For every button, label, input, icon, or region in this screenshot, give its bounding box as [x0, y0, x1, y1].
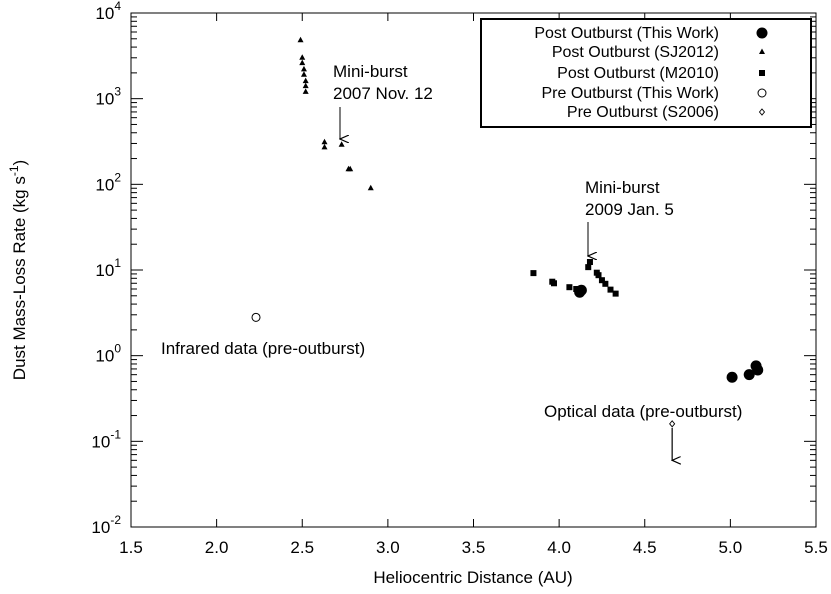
annotation-infrared: Infrared data (pre-outburst): [161, 339, 365, 358]
y-tick-label: 10-1: [91, 427, 121, 451]
legend-marker-series-4: [758, 108, 766, 116]
y-tick-label: 102: [95, 170, 121, 194]
x-tick-label: 4.0: [547, 538, 571, 557]
data-point-series-1: [299, 59, 306, 66]
x-tick-label: 4.5: [633, 538, 657, 557]
data-point-series-2: [550, 280, 557, 287]
x-tick-label: 3.5: [462, 538, 486, 557]
legend-label-post-this-work: Post Outburst (This Work): [534, 25, 719, 42]
legend-label-pre-s2006: Pre Outburst (S2006): [567, 104, 719, 121]
data-point-series-1: [302, 82, 309, 89]
data-point-series-3: [251, 312, 261, 322]
data-point-series-0: [726, 371, 738, 383]
x-tick-label: 2.5: [290, 538, 314, 557]
data-point-series-1: [321, 138, 328, 145]
data-point-series-1: [338, 141, 345, 147]
x-tick-label: 5.0: [719, 538, 743, 557]
data-point-series-4: [669, 420, 676, 428]
data-point-series-1: [297, 36, 304, 43]
data-point-series-2: [595, 272, 602, 279]
legend-marker-series-1: [759, 48, 765, 54]
data-point-series-1: [302, 88, 309, 94]
y-axis-ticks: 10-2 10-1 100 101 102 103 104: [91, 0, 816, 537]
data-point-series-2: [602, 280, 609, 287]
legend-label-post-sj2012: Post Outburst (SJ2012): [552, 44, 719, 61]
legend-markers: [756, 27, 768, 116]
legend-marker-series-3: [757, 88, 767, 98]
data-point-series-1: [367, 184, 374, 191]
annotation-mini-burst-2007: Mini-burst 2007 Nov. 12: [333, 62, 433, 103]
data-point-series-2: [573, 286, 580, 293]
data-point-series-2: [586, 258, 593, 265]
legend-box: [480, 18, 812, 128]
legend-label-pre-this-work: Pre Outburst (This Work): [541, 85, 719, 102]
data-point-series-2: [607, 286, 614, 293]
y-tick-label: 10-2: [91, 513, 121, 537]
data-points: [251, 36, 764, 428]
x-tick-label: 2.0: [205, 538, 229, 557]
data-point-series-0: [743, 369, 755, 381]
legend-label-post-m2010: Post Outburst (M2010): [557, 65, 719, 82]
x-tick-label: 5.5: [804, 538, 828, 557]
annotation-optical: Optical data (pre-outburst): [544, 402, 742, 421]
y-tick-label: 104: [95, 0, 121, 23]
data-point-series-2: [530, 270, 537, 277]
y-tick-label: 101: [95, 256, 121, 280]
data-point-series-1: [302, 77, 309, 84]
data-point-series-2: [585, 264, 592, 271]
y-tick-label: 103: [95, 85, 121, 109]
data-point-series-1: [347, 165, 354, 172]
data-point-series-2: [598, 277, 605, 284]
y-tick-label: 100: [95, 342, 121, 366]
data-point-series-0: [752, 364, 764, 376]
x-axis-label: Heliocentric Distance (AU): [373, 568, 572, 587]
data-point-series-1: [300, 71, 307, 77]
legend-marker-series-2: [759, 70, 765, 76]
data-point-series-1: [299, 54, 306, 60]
data-point-series-2: [566, 284, 573, 291]
data-point-series-1: [300, 65, 307, 72]
legend-marker-series-0: [756, 27, 768, 39]
data-point-series-2: [612, 290, 619, 297]
annotation-mini-burst-2009: Mini-burst 2009 Jan. 5: [585, 178, 674, 219]
legend: Post Outburst (This Work) Post Outburst …: [480, 18, 812, 128]
x-axis-ticks: 1.5 2.0 2.5 3.0 3.5 4.0 4.5 5.0 5.5: [119, 13, 828, 557]
data-point-series-1: [321, 143, 328, 150]
x-tick-label: 3.0: [376, 538, 400, 557]
x-tick-label: 1.5: [119, 538, 143, 557]
y-axis-label: Dust Mass-Loss Rate (kg s-1): [7, 160, 29, 380]
